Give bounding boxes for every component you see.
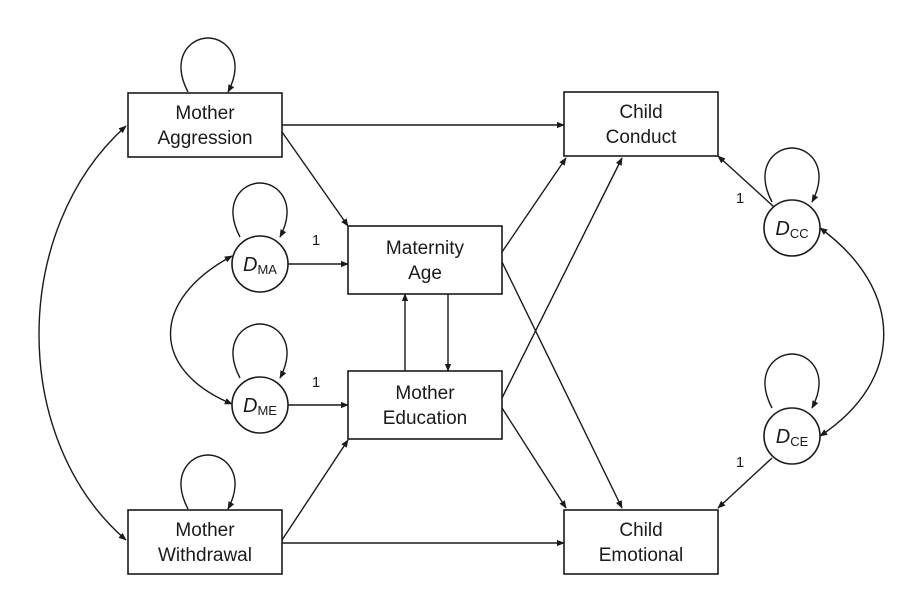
- weight-dma-to-maternity-age: 1: [312, 232, 320, 249]
- variance-loop-mother-aggression: [180, 37, 236, 93]
- disturbance-dma-main: D: [243, 254, 257, 276]
- node-mother-aggression-line1: Mother: [175, 103, 235, 124]
- node-child-conduct: Child Conduct: [563, 91, 719, 157]
- node-mother-withdrawal: Mother Withdrawal: [127, 509, 283, 575]
- node-maternity-age-line1: Maternity: [386, 238, 465, 259]
- disturbance-dce: DCE: [763, 407, 821, 465]
- node-mother-aggression-line2: Aggression: [157, 128, 252, 149]
- edge-dce-to-emotional: [717, 457, 773, 509]
- node-child-emotional-line1: Child: [619, 520, 662, 541]
- covariance-dma-dme: [169, 255, 233, 405]
- disturbance-dcc: DCC: [763, 199, 821, 257]
- edge-dcc-to-conduct: [717, 155, 775, 208]
- edge-withdrawal-to-education: [281, 439, 349, 541]
- node-maternity-age: Maternity Age: [347, 225, 503, 295]
- variance-loop-mother-withdrawal: [180, 454, 236, 510]
- disturbance-dma-sub: MA: [257, 262, 277, 277]
- edge-education-to-emotional: [501, 407, 567, 509]
- node-mother-withdrawal-line2: Withdrawal: [158, 545, 252, 566]
- node-mother-education-line1: Mother: [395, 383, 455, 404]
- svg-text:DME: DME: [243, 395, 277, 418]
- disturbance-dme-sub: ME: [257, 403, 277, 418]
- variance-loop-dcc: [764, 147, 820, 203]
- node-child-conduct-line2: Conduct: [606, 127, 677, 148]
- edge-education-to-conduct: [501, 157, 623, 399]
- node-mother-aggression: Mother Aggression: [127, 92, 283, 158]
- node-child-emotional-line2: Emotional: [599, 545, 684, 566]
- svg-text:DCE: DCE: [776, 426, 809, 449]
- variance-loop-dme: [232, 323, 288, 379]
- disturbance-dcc-sub: CC: [790, 226, 809, 241]
- variance-loop-dce: [764, 353, 820, 409]
- disturbance-dcc-main: D: [775, 218, 789, 240]
- weight-dcc-to-conduct: 1: [736, 190, 744, 207]
- weight-dme-to-education: 1: [312, 374, 320, 391]
- node-mother-withdrawal-line1: Mother: [175, 520, 235, 541]
- covariance-aggression-withdrawal: [38, 125, 127, 541]
- node-maternity-age-line2: Age: [408, 263, 442, 284]
- disturbance-dma: DMA: [231, 235, 289, 293]
- edge-maternity-age-to-emotional: [501, 261, 623, 509]
- disturbance-dce-sub: CE: [790, 434, 808, 449]
- disturbance-dme-main: D: [243, 395, 257, 417]
- weight-dce-to-emotional: 1: [736, 454, 744, 471]
- disturbance-dce-main: D: [776, 426, 790, 448]
- variance-loop-dma: [232, 182, 288, 238]
- edge-aggression-to-maternity-age: [281, 131, 349, 227]
- node-child-conduct-line1: Child: [619, 102, 662, 123]
- svg-text:DCC: DCC: [775, 218, 808, 241]
- disturbance-dme: DME: [231, 376, 289, 434]
- node-mother-education-line2: Education: [383, 408, 468, 429]
- covariance-dcc-dce: [819, 227, 885, 437]
- svg-text:DMA: DMA: [243, 254, 277, 277]
- node-child-emotional: Child Emotional: [563, 509, 719, 575]
- edge-maternity-age-to-conduct: [501, 157, 567, 253]
- node-mother-education: Mother Education: [347, 370, 503, 440]
